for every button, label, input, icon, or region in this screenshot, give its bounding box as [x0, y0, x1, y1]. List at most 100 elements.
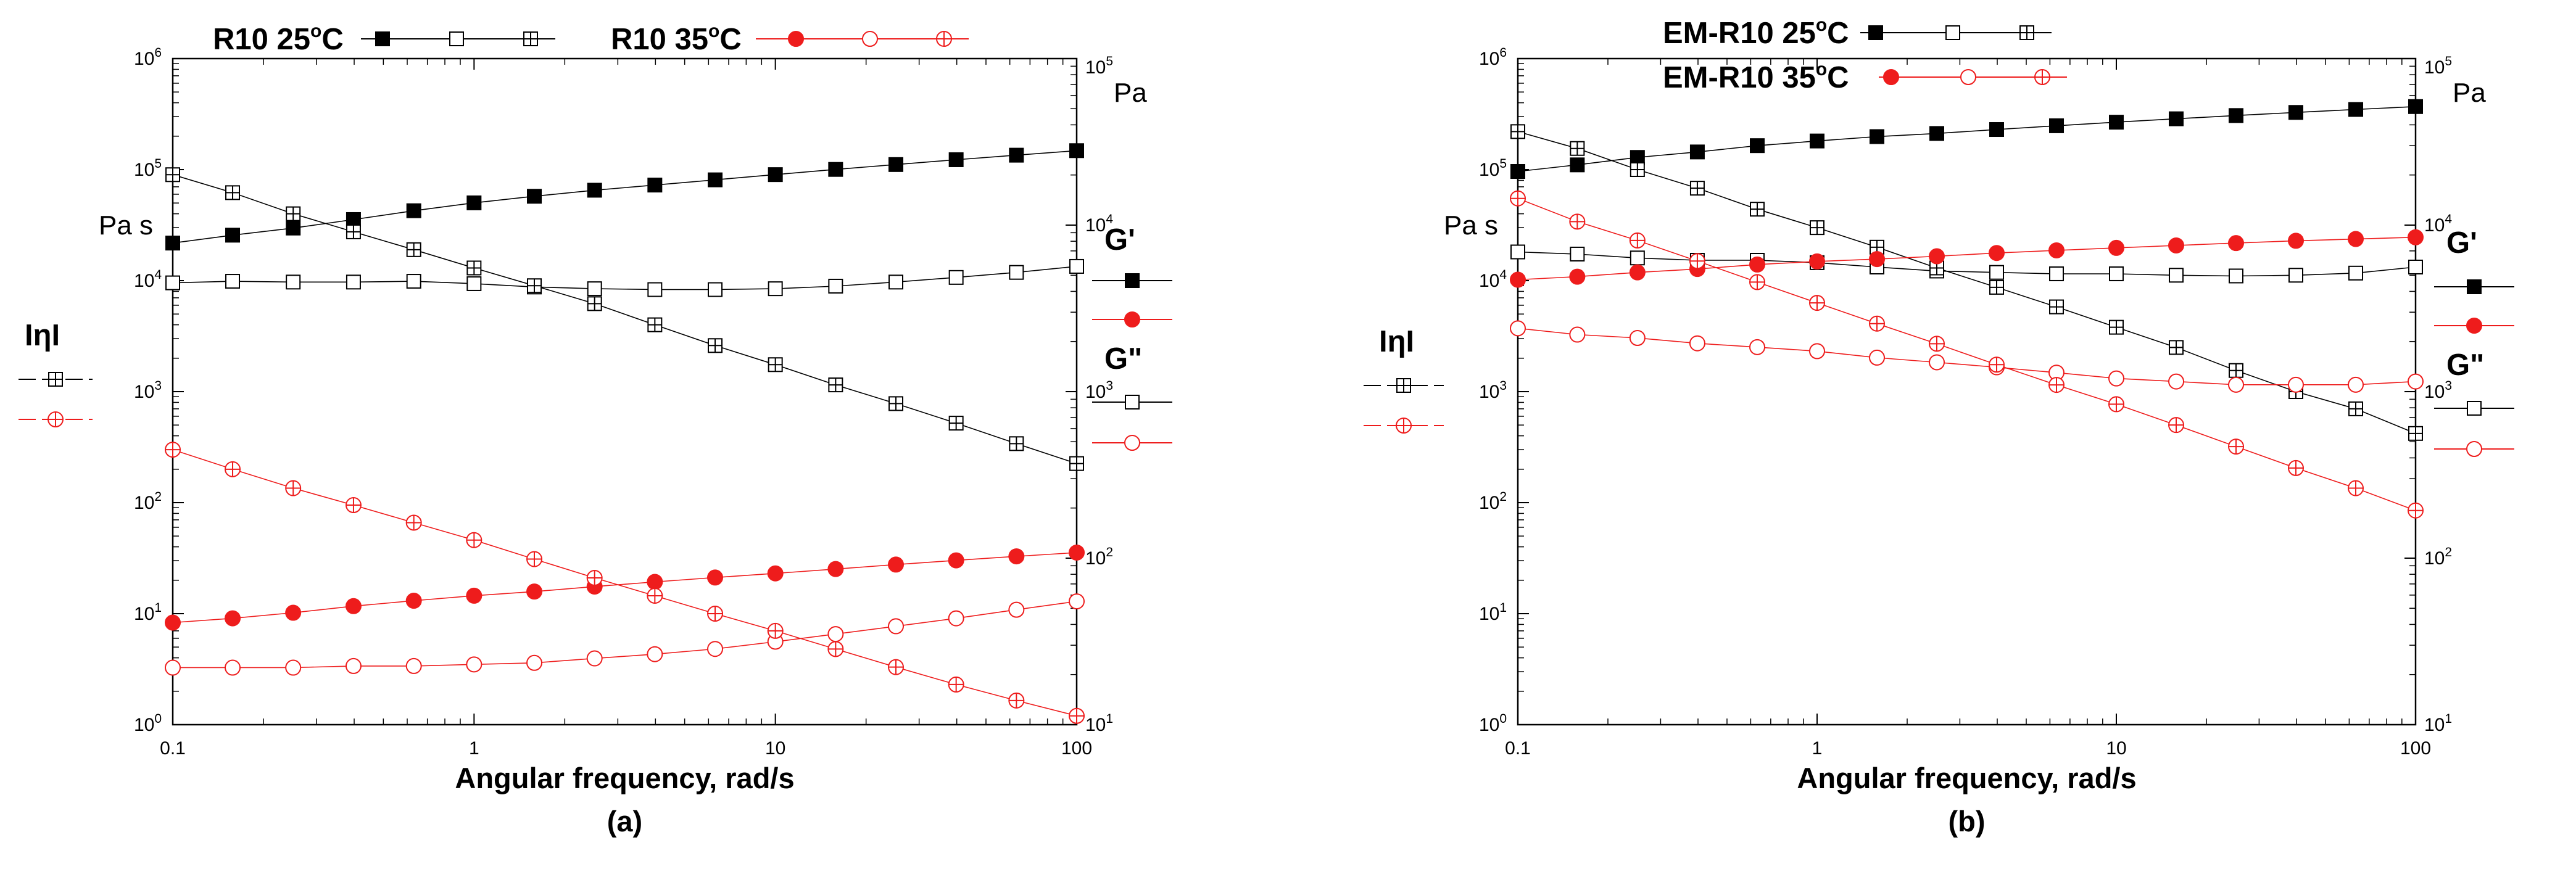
- left-tick-base: 10: [1479, 160, 1499, 180]
- data-point: [1810, 133, 1824, 149]
- right-tick-label: 105: [1085, 54, 1113, 78]
- data-point: [1570, 157, 1585, 173]
- right-tick-exponent: 5: [2445, 54, 2452, 68]
- data-point: [1069, 143, 1084, 159]
- left-tick-exponent: 1: [154, 601, 162, 615]
- data-point: [2287, 376, 2304, 393]
- gprime-legend-black-marker: [1125, 273, 1140, 288]
- left-tick-base: 10: [134, 382, 154, 402]
- left-tick-base: 10: [1479, 715, 1499, 735]
- data-point: [526, 654, 543, 671]
- data-point: [1988, 245, 2005, 261]
- data-point: [1689, 335, 1705, 352]
- x-tick-label: 1: [1812, 738, 1823, 759]
- left-tick-exponent: 3: [154, 379, 162, 393]
- right-tick-base: 10: [1085, 382, 1106, 402]
- data-point: [2169, 268, 2184, 283]
- series-2: [165, 167, 1084, 471]
- panel-label: (a): [607, 805, 642, 838]
- legend-label-unit: C: [1827, 17, 1849, 50]
- data-point: [2108, 370, 2124, 387]
- data-point: [888, 618, 905, 635]
- data-point: [345, 657, 362, 674]
- data-point: [768, 281, 783, 297]
- left-tick-base: 10: [1479, 493, 1499, 513]
- right-tick-exponent: 1: [1106, 712, 1113, 726]
- right-tick-exponent: 4: [1106, 212, 1113, 226]
- data-point: [2109, 266, 2124, 281]
- data-point: [708, 172, 723, 187]
- legend-label-unit: C: [719, 23, 741, 56]
- data-point: [2228, 235, 2245, 252]
- right-tick-base: 10: [2424, 382, 2445, 402]
- right-tick-base: 10: [2424, 215, 2445, 236]
- data-point: [1569, 326, 1586, 343]
- data-point: [1809, 343, 1825, 360]
- legend-label-name: EM-R10 35: [1663, 61, 1816, 94]
- data-point: [1069, 544, 1085, 561]
- right-tick-base: 10: [2424, 548, 2445, 569]
- data-point: [2288, 268, 2303, 283]
- chart-panel-a: 0.1 1 10 1001001011021031041051061011021031…: [19, 21, 1172, 838]
- data-point: [2288, 105, 2303, 120]
- data-point: [1570, 246, 1585, 261]
- left-tick-base: 10: [1479, 604, 1499, 624]
- data-point: [1869, 251, 1886, 268]
- data-point: [466, 276, 482, 291]
- legend-marker-open: [449, 31, 464, 46]
- data-point: [1069, 258, 1084, 274]
- data-point: [708, 282, 723, 297]
- right-tick-base: 10: [1085, 215, 1106, 236]
- data-point: [586, 650, 603, 667]
- right-axis-unit: Pa: [1114, 78, 1147, 108]
- data-point: [888, 157, 904, 172]
- eta-label: IηI: [25, 319, 60, 352]
- data-point: [1870, 129, 1885, 144]
- data-point: [466, 656, 482, 673]
- data-point: [346, 212, 361, 227]
- data-point: [2048, 242, 2065, 258]
- left-tick-exponent: 2: [154, 490, 162, 504]
- data-point: [285, 604, 302, 621]
- side-legend: G' G" IηI: [19, 223, 1172, 451]
- data-point: [1510, 320, 1526, 337]
- legend-marker-open: [1960, 69, 1976, 85]
- right-tick-label: 103: [2424, 379, 2452, 402]
- data-point: [225, 659, 241, 676]
- data-point: [1008, 601, 1025, 618]
- data-point: [1749, 339, 1766, 355]
- legend-marker-filled: [375, 31, 390, 46]
- series-line: [173, 601, 1077, 669]
- left-tick-base: 10: [1479, 49, 1499, 69]
- data-point: [587, 281, 602, 297]
- x-tick-label: 10: [2106, 738, 2126, 759]
- right-tick-exponent: 2: [1106, 545, 1113, 559]
- data-point: [2108, 239, 2124, 256]
- right-tick-label: 103: [1085, 379, 1113, 402]
- right-tick-label: 104: [1085, 212, 1113, 236]
- gprime-label: G': [2446, 226, 2477, 260]
- left-tick-label: 105: [1479, 157, 1507, 180]
- right-tick-exponent: 3: [2445, 379, 2452, 393]
- x-tick-label: 0.1: [160, 738, 186, 759]
- series-line: [172, 552, 1077, 624]
- right-tick-exponent: 2: [2445, 545, 2452, 559]
- data-point: [2408, 259, 2423, 274]
- gprime-legend-red-marker: [1124, 311, 1140, 327]
- left-tick-exponent: 4: [154, 268, 162, 282]
- series-5: [1510, 190, 2424, 519]
- legend-label: R10 35oC: [611, 21, 742, 56]
- left-tick-exponent: 3: [1499, 379, 1507, 393]
- legend-label: EM-R10 35oC: [1663, 59, 1849, 94]
- data-point: [828, 162, 843, 177]
- data-point: [1689, 144, 1705, 160]
- data-point: [948, 552, 964, 569]
- data-point: [1750, 138, 1765, 154]
- left-tick-exponent: 6: [154, 46, 162, 60]
- right-tick-exponent: 4: [2445, 212, 2452, 226]
- x-tick-label: 100: [2400, 738, 2431, 759]
- data-point: [165, 614, 181, 631]
- data-point: [827, 626, 844, 643]
- data-point: [165, 659, 181, 676]
- data-point: [1510, 164, 1525, 179]
